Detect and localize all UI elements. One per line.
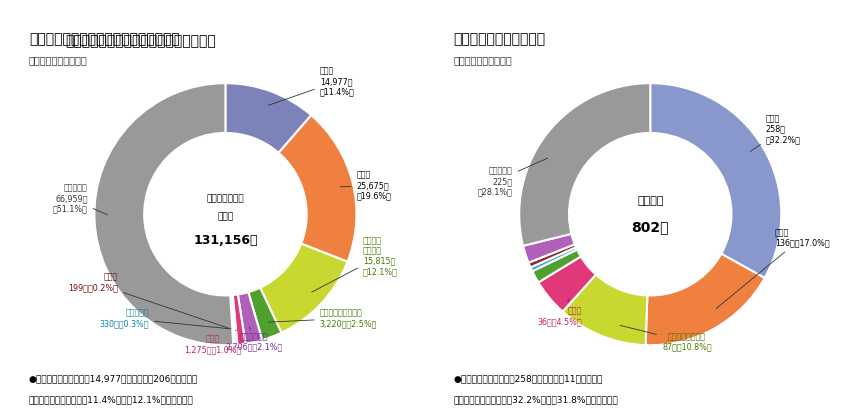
Text: ●建設業の死亡災害は、258人、前年より11人減少し、: ●建設業の死亡災害は、258人、前年より11人減少し、 bbox=[453, 374, 603, 383]
Text: 建設業
14,977人
（11.4%）: 建設業 14,977人 （11.4%） bbox=[269, 66, 355, 105]
Text: 交通運輸事業
2,706人（2.1%）: 交通運輸事業 2,706人（2.1%） bbox=[225, 327, 283, 352]
Text: 死亡者数: 死亡者数 bbox=[637, 196, 663, 206]
Text: ●建設業の死傷災害は、14,977人、前年より206人減少し、: ●建設業の死傷災害は、14,977人、前年より206人減少し、 bbox=[29, 374, 199, 383]
Text: 製造業
136人（17.0%）: 製造業 136人（17.0%） bbox=[716, 228, 830, 309]
Text: 製造業
25,675人
（19.6%）: 製造業 25,675人 （19.6%） bbox=[340, 171, 391, 200]
Text: 業種別休業４日以上の死傷災害発生状況: 業種別休業４日以上の死傷災害発生状況 bbox=[29, 32, 179, 47]
Text: 全産業に占める割合は11.4%（前年12.1%）となった。: 全産業に占める割合は11.4%（前年12.1%）となった。 bbox=[29, 395, 193, 404]
Text: 802人: 802人 bbox=[631, 220, 669, 234]
Text: 休業４日以上の: 休業４日以上の bbox=[206, 194, 244, 203]
Text: 業種別休業４日以上の死傷災害発生状況: 業種別休業４日以上の死傷災害発生状況 bbox=[65, 34, 216, 48]
Text: 陸上貨物運送事業
87人（10.8%）: 陸上貨物運送事業 87人（10.8%） bbox=[620, 326, 712, 352]
Wedge shape bbox=[278, 115, 356, 262]
Text: 林　業
36人（4.5%）: 林 業 36人（4.5%） bbox=[538, 299, 582, 326]
Wedge shape bbox=[95, 83, 233, 345]
Wedge shape bbox=[650, 83, 781, 278]
Text: 第三次産業
225人
（28.1%）: 第三次産業 225人 （28.1%） bbox=[478, 158, 548, 196]
Wedge shape bbox=[260, 244, 348, 333]
Text: （労働者死傷病報告）: （労働者死傷病報告） bbox=[29, 55, 88, 65]
Text: 港湾運送業
330人（0.3%）: 港湾運送業 330人（0.3%） bbox=[100, 309, 231, 329]
Text: 死傷者: 死傷者 bbox=[218, 213, 233, 221]
Wedge shape bbox=[233, 294, 245, 345]
Wedge shape bbox=[646, 254, 765, 345]
Text: 全産業に占める割合は32.2%（前年31.8%）となった。: 全産業に占める割合は32.2%（前年31.8%）となった。 bbox=[453, 395, 618, 404]
Text: 業種別死亡災害発生状況: 業種別死亡災害発生状況 bbox=[453, 32, 546, 47]
Wedge shape bbox=[248, 288, 282, 340]
Wedge shape bbox=[519, 83, 650, 246]
Text: 林　業
1,275人（1.0%）: 林 業 1,275人（1.0%） bbox=[184, 330, 241, 354]
Text: 131,156人: 131,156人 bbox=[193, 234, 257, 247]
Text: （労働者死傷病報告）: （労働者死傷病報告） bbox=[453, 55, 512, 65]
Text: 第三次産業
66,959人
（51.1%）: 第三次産業 66,959人 （51.1%） bbox=[53, 184, 108, 215]
Wedge shape bbox=[538, 257, 596, 312]
Text: 陸上貨物
運送事業
15,815人
（12.1%）: 陸上貨物 運送事業 15,815人 （12.1%） bbox=[312, 236, 398, 292]
Wedge shape bbox=[523, 234, 575, 263]
Wedge shape bbox=[238, 292, 262, 344]
Wedge shape bbox=[563, 275, 648, 345]
Wedge shape bbox=[529, 244, 576, 268]
Wedge shape bbox=[225, 83, 311, 153]
Text: 建設業
258人
（32.2%）: 建設業 258人 （32.2%） bbox=[750, 114, 800, 152]
Text: 農業、畜産・水産業
3,220人（2.5%）: 農業、畜産・水産業 3,220人（2.5%） bbox=[268, 309, 377, 328]
Wedge shape bbox=[531, 247, 577, 271]
Wedge shape bbox=[231, 295, 235, 345]
Wedge shape bbox=[532, 249, 581, 282]
Text: 鉱　業
199人（0.2%）: 鉱 業 199人（0.2%） bbox=[68, 273, 229, 328]
Wedge shape bbox=[231, 295, 238, 345]
